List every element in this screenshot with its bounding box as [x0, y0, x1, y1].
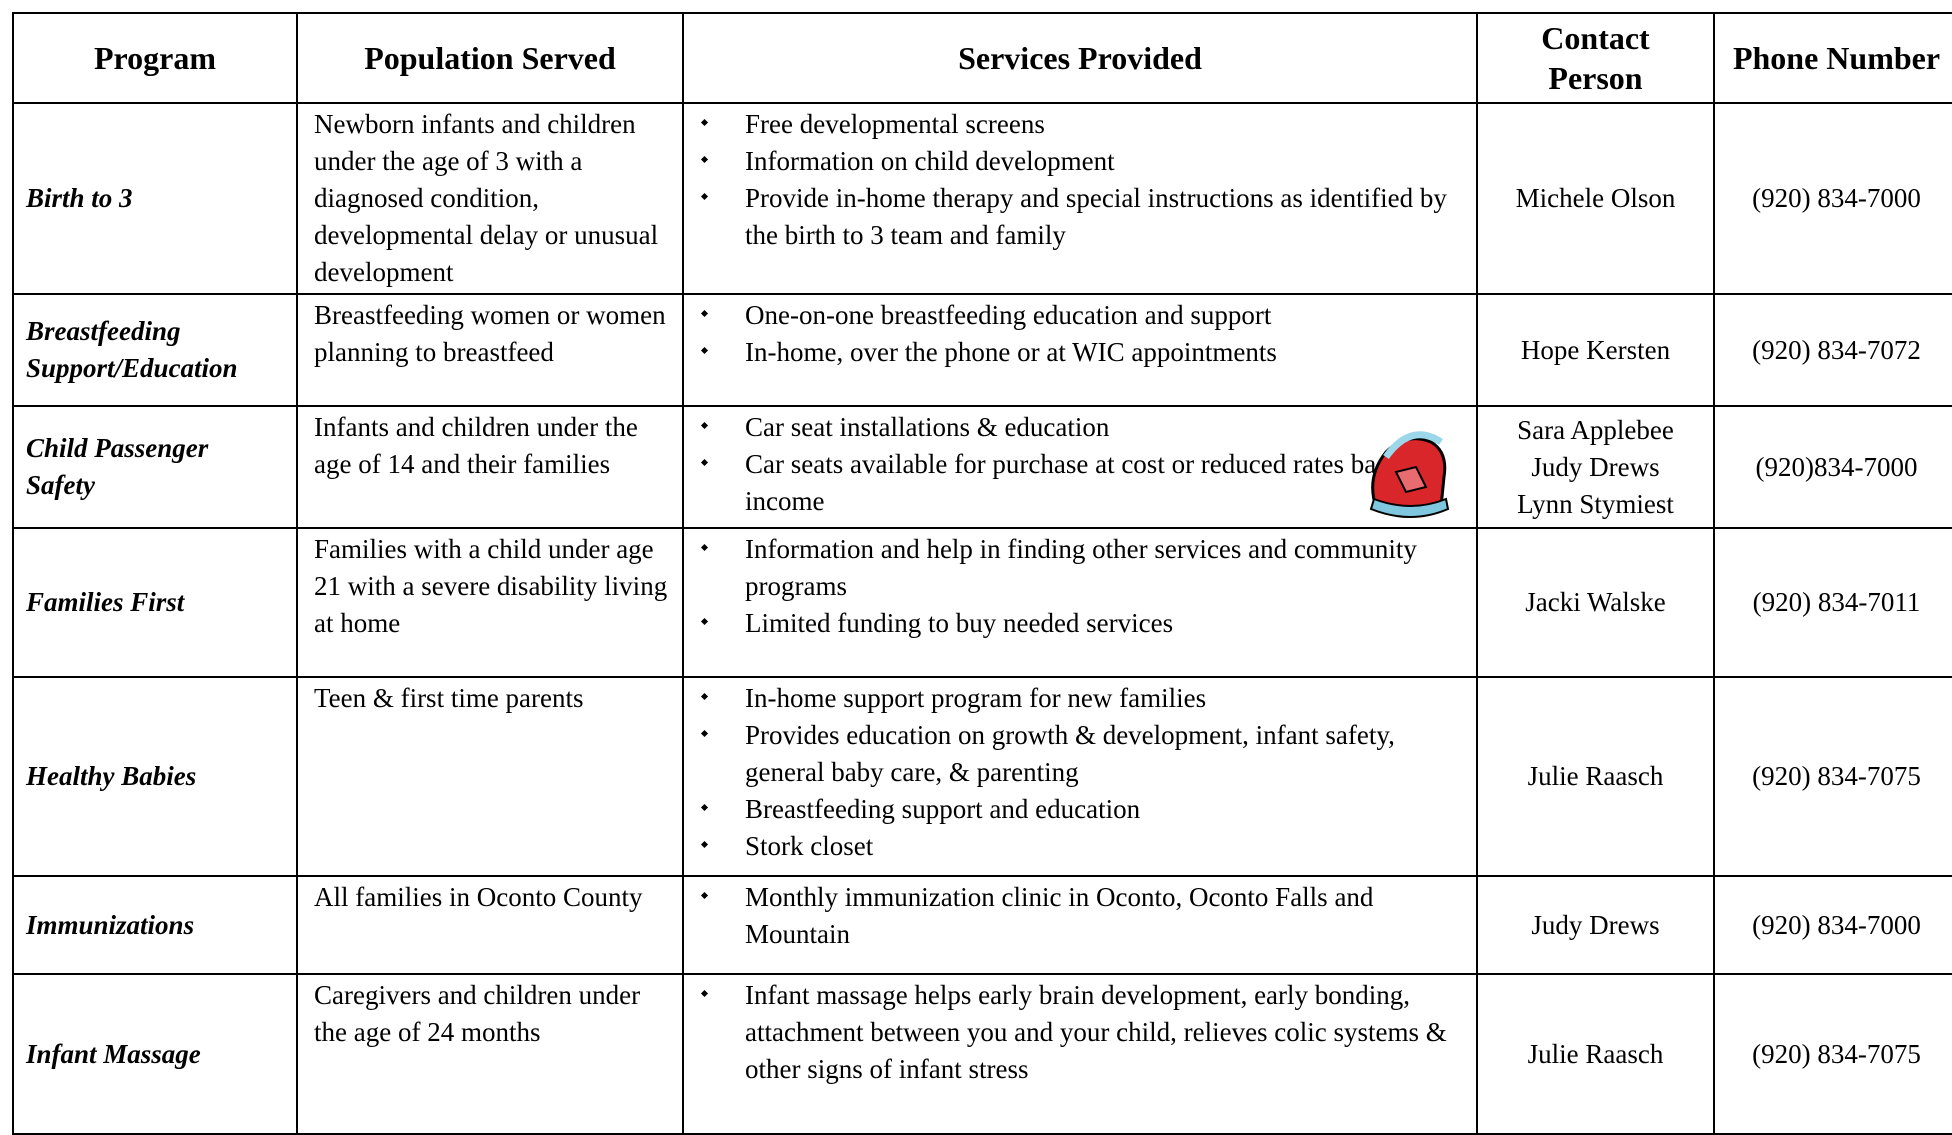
service-item: In-home, over the phone or at WIC appoin… — [700, 334, 1462, 371]
header-cell: Phone Number — [1713, 12, 1952, 104]
contact-name: Judy Drews — [1531, 909, 1660, 940]
population-cell: Infants and children under the age of 14… — [296, 405, 684, 529]
service-item: Information on child development — [700, 143, 1462, 180]
services-list: Car seat installations & education Car se… — [700, 409, 1462, 520]
service-item: In-home support program for new families — [700, 680, 1462, 717]
service-item: Provides education on growth & developme… — [700, 717, 1462, 791]
phone-cell: (920) 834-7075 — [1713, 676, 1952, 877]
table-row: Breastfeeding Support/Education Breastfee… — [12, 293, 1952, 407]
services-list: One-on-one breastfeeding education and s… — [700, 297, 1462, 371]
service-item: Limited funding to buy needed services — [700, 605, 1462, 642]
population-cell: Teen & first time parents — [296, 676, 684, 877]
header-cell: Services Provided — [682, 12, 1478, 104]
program-cell: Immunizations — [12, 875, 298, 975]
services-cell: Monthly immunization clinic in Oconto, O… — [682, 875, 1478, 975]
contact-cell: Julie Raasch — [1476, 973, 1715, 1135]
service-item: Car seat installations & education — [700, 409, 1462, 446]
services-list: Monthly immunization clinic in Oconto, O… — [700, 879, 1462, 953]
services-cell: Infant massage helps early brain develop… — [682, 973, 1478, 1135]
program-cell: Healthy Babies — [12, 676, 298, 877]
table-row: Birth to 3 Newborn infants and children u… — [12, 102, 1952, 295]
header-row: Program Population Served Services Provide… — [12, 12, 1952, 104]
population-cell: Newborn infants and children under the a… — [296, 102, 684, 295]
service-item: One-on-one breastfeeding education and s… — [700, 297, 1462, 334]
services-cell: In-home support program for new families… — [682, 676, 1478, 877]
service-item: Infant massage helps early brain develop… — [700, 977, 1462, 1088]
contact-cell: Jacki Walske — [1476, 527, 1715, 678]
phone-cell: (920) 834-7075 — [1713, 973, 1952, 1135]
service-item: Provide in-home therapy and special inst… — [700, 180, 1462, 254]
contact-name: Julie Raasch — [1527, 761, 1664, 791]
population-cell: Families with a child under age 21 with … — [296, 527, 684, 678]
service-item: Breastfeeding support and education — [700, 791, 1462, 828]
services-list: Free developmental screens Information on… — [700, 106, 1462, 254]
header-cell: Population Served — [296, 12, 684, 104]
table-row: Families First Families with a child unde… — [12, 527, 1952, 678]
phone-cell: (920) 834-7000 — [1713, 102, 1952, 295]
contact-cell: Sara Applebee Judy Drews Lynn Stymiest — [1476, 405, 1715, 529]
contact-cell: Julie Raasch — [1476, 676, 1715, 877]
service-item: Car seats available for purchase at cost… — [700, 446, 1462, 520]
contact-name: Jacki Walske — [1525, 587, 1666, 617]
population-cell: Breastfeeding women or women planning to… — [296, 293, 684, 407]
contact-name: Hope Kersten — [1520, 334, 1671, 365]
contact-name: Sara Applebee — [1517, 414, 1674, 445]
services-list: Information and help in finding other se… — [700, 531, 1462, 642]
contact-cell: Michele Olson — [1476, 102, 1715, 295]
phone-cell: (920)834-7000 — [1713, 405, 1952, 529]
population-cell: Caregivers and children under the age of… — [296, 973, 684, 1135]
table-row: Infant Massage Caregivers and children un… — [12, 973, 1952, 1135]
service-item: Stork closet — [700, 828, 1462, 865]
car-seat-icon — [1369, 431, 1450, 518]
program-cell: Breastfeeding Support/Education — [12, 293, 298, 407]
services-cell: Information and help in finding other se… — [682, 527, 1478, 678]
services-list: Infant massage helps early brain develop… — [700, 977, 1462, 1088]
table-row: Immunizations All families in Oconto Coun… — [12, 875, 1952, 975]
header-cell: Contact Person — [1476, 12, 1715, 104]
services-cell: One-on-one breastfeeding education and s… — [682, 293, 1478, 407]
program-cell: Families First — [12, 527, 298, 678]
table-row: Child Passenger Safety Infants and childr… — [12, 405, 1952, 529]
header-cell: Program — [12, 12, 298, 104]
programs-table: Program Population Served Services Provide… — [12, 12, 1952, 1135]
contact-cell: Hope Kersten — [1476, 293, 1715, 407]
service-item: Monthly immunization clinic in Oconto, O… — [700, 879, 1462, 953]
program-cell: Child Passenger Safety — [12, 405, 298, 529]
contact-name: Michele Olson — [1515, 183, 1676, 213]
contact-name: Julie Raasch — [1527, 1038, 1664, 1069]
services-cell: Free developmental screens Information on… — [682, 102, 1478, 295]
service-item: Information and help in finding other se… — [700, 531, 1462, 605]
service-item: Free developmental screens — [700, 106, 1462, 143]
contact-name: Judy Drews — [1531, 451, 1660, 482]
phone-cell: (920) 834-7072 — [1713, 293, 1952, 407]
table-row: Healthy Babies Teen & first time parents I… — [12, 676, 1952, 877]
services-cell: Car seat installations & education Car se… — [682, 405, 1478, 529]
program-cell: Birth to 3 — [12, 102, 298, 295]
program-cell: Infant Massage — [12, 973, 298, 1135]
contact-name: Lynn Stymiest — [1517, 488, 1674, 519]
phone-cell: (920) 834-7011 — [1713, 527, 1952, 678]
services-list: In-home support program for new families… — [700, 680, 1462, 865]
population-cell: All families in Oconto County — [296, 875, 684, 975]
phone-cell: (920) 834-7000 — [1713, 875, 1952, 975]
contact-cell: Judy Drews — [1476, 875, 1715, 975]
